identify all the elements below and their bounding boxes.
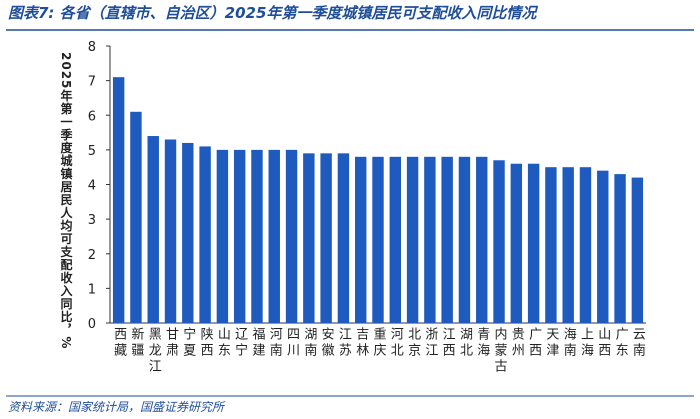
x-tick-label: 甘肃 <box>163 327 179 359</box>
bar <box>130 111 142 323</box>
x-tick-label: 江西 <box>440 327 456 359</box>
source: 资料来源：国家统计局，国盛证券研究所 <box>8 400 226 414</box>
bar <box>251 149 263 323</box>
x-tick-label: 重庆 <box>371 326 387 359</box>
bar <box>562 167 574 323</box>
y-tick-label: 0 <box>88 317 96 332</box>
bar <box>476 156 488 323</box>
x-tick-label: 青海 <box>474 327 490 359</box>
bar <box>285 149 298 323</box>
bar <box>182 142 194 323</box>
x-tick-label: 安徽 <box>319 327 335 359</box>
x-tick-label: 河南 <box>267 327 283 359</box>
bar <box>355 156 367 323</box>
x-tick-label: 湖北 <box>457 327 473 359</box>
x-tick-label: 云南 <box>630 327 646 359</box>
bar <box>216 149 229 323</box>
bar <box>372 156 384 323</box>
bar <box>233 149 246 323</box>
x-tick-label: 河北 <box>388 327 404 359</box>
bar <box>164 139 177 323</box>
bar <box>631 177 644 323</box>
y-tick-label: 7 <box>88 75 96 90</box>
bar <box>337 153 350 323</box>
x-tick-label: 海南 <box>561 327 577 359</box>
y-tick-label: 2 <box>88 248 96 263</box>
bar <box>597 170 609 323</box>
x-tick-label: 浙江 <box>422 327 438 359</box>
y-tick-label: 6 <box>88 109 96 124</box>
x-tick-label: 黑龙江 <box>146 327 162 375</box>
x-tick-label: 新疆 <box>128 326 144 359</box>
bar <box>493 160 505 323</box>
x-tick-label: 西藏 <box>111 327 127 359</box>
x-tick-label: 上海 <box>578 327 594 359</box>
bar <box>320 153 332 323</box>
x-tick-label: 广西 <box>526 327 542 359</box>
x-tick-label: 广东 <box>613 327 629 359</box>
x-tick-label: 宁夏 <box>180 326 196 359</box>
x-tick-label: 吉林 <box>353 327 369 359</box>
x-tick-label: 北京 <box>405 327 421 359</box>
bar <box>112 77 125 323</box>
x-tick-label: 山东 <box>215 327 231 359</box>
bar <box>527 163 540 323</box>
bar <box>458 156 471 323</box>
y-tick-label: 3 <box>88 213 96 228</box>
bar <box>268 149 280 323</box>
x-tick-label: 贵州 <box>509 327 525 359</box>
x-tick-label: 陕西 <box>198 327 214 359</box>
bar <box>579 167 592 323</box>
y-tick-label: 1 <box>88 282 96 297</box>
x-tick-label: 四川 <box>284 327 300 359</box>
x-tick-label: 福建 <box>249 327 265 359</box>
x-tick-label: 内蒙古 <box>492 326 508 375</box>
chart-title: 图表7: 各省（直辖市、自治区）2025年第一季度城镇居民可支配收入同比情况 <box>8 4 538 22</box>
bar <box>303 153 315 323</box>
x-tick-label: 辽宁 <box>232 327 248 359</box>
x-tick-label: 山西 <box>595 327 611 359</box>
x-tick-label: 湖南 <box>301 327 317 359</box>
bar <box>147 136 159 323</box>
bar <box>389 156 401 323</box>
x-tick-label: 天津 <box>543 327 559 359</box>
bar <box>424 156 436 323</box>
bar <box>545 167 557 323</box>
x-tick-label: 江苏 <box>336 327 352 359</box>
bar <box>510 163 523 323</box>
bar <box>441 156 453 323</box>
bar <box>406 156 419 323</box>
bar <box>614 174 626 323</box>
y-tick-label: 4 <box>88 179 96 194</box>
y-tick-label: 5 <box>88 144 96 159</box>
bar <box>199 146 211 323</box>
y-tick-label: 8 <box>88 40 96 55</box>
y-axis-label: 2025年第一季度城镇居民人均可支配收入同比，% <box>59 52 73 349</box>
